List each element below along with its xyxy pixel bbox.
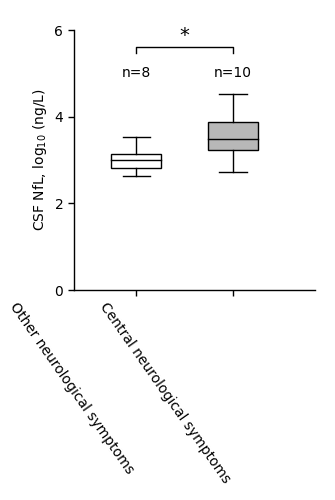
FancyBboxPatch shape: [208, 122, 258, 150]
Text: n=10: n=10: [214, 66, 252, 80]
Y-axis label: CSF NfL, log$_{10}$ (ng/L): CSF NfL, log$_{10}$ (ng/L): [31, 88, 49, 232]
Text: *: *: [180, 26, 190, 45]
Text: n=8: n=8: [122, 66, 151, 80]
FancyBboxPatch shape: [111, 154, 161, 168]
